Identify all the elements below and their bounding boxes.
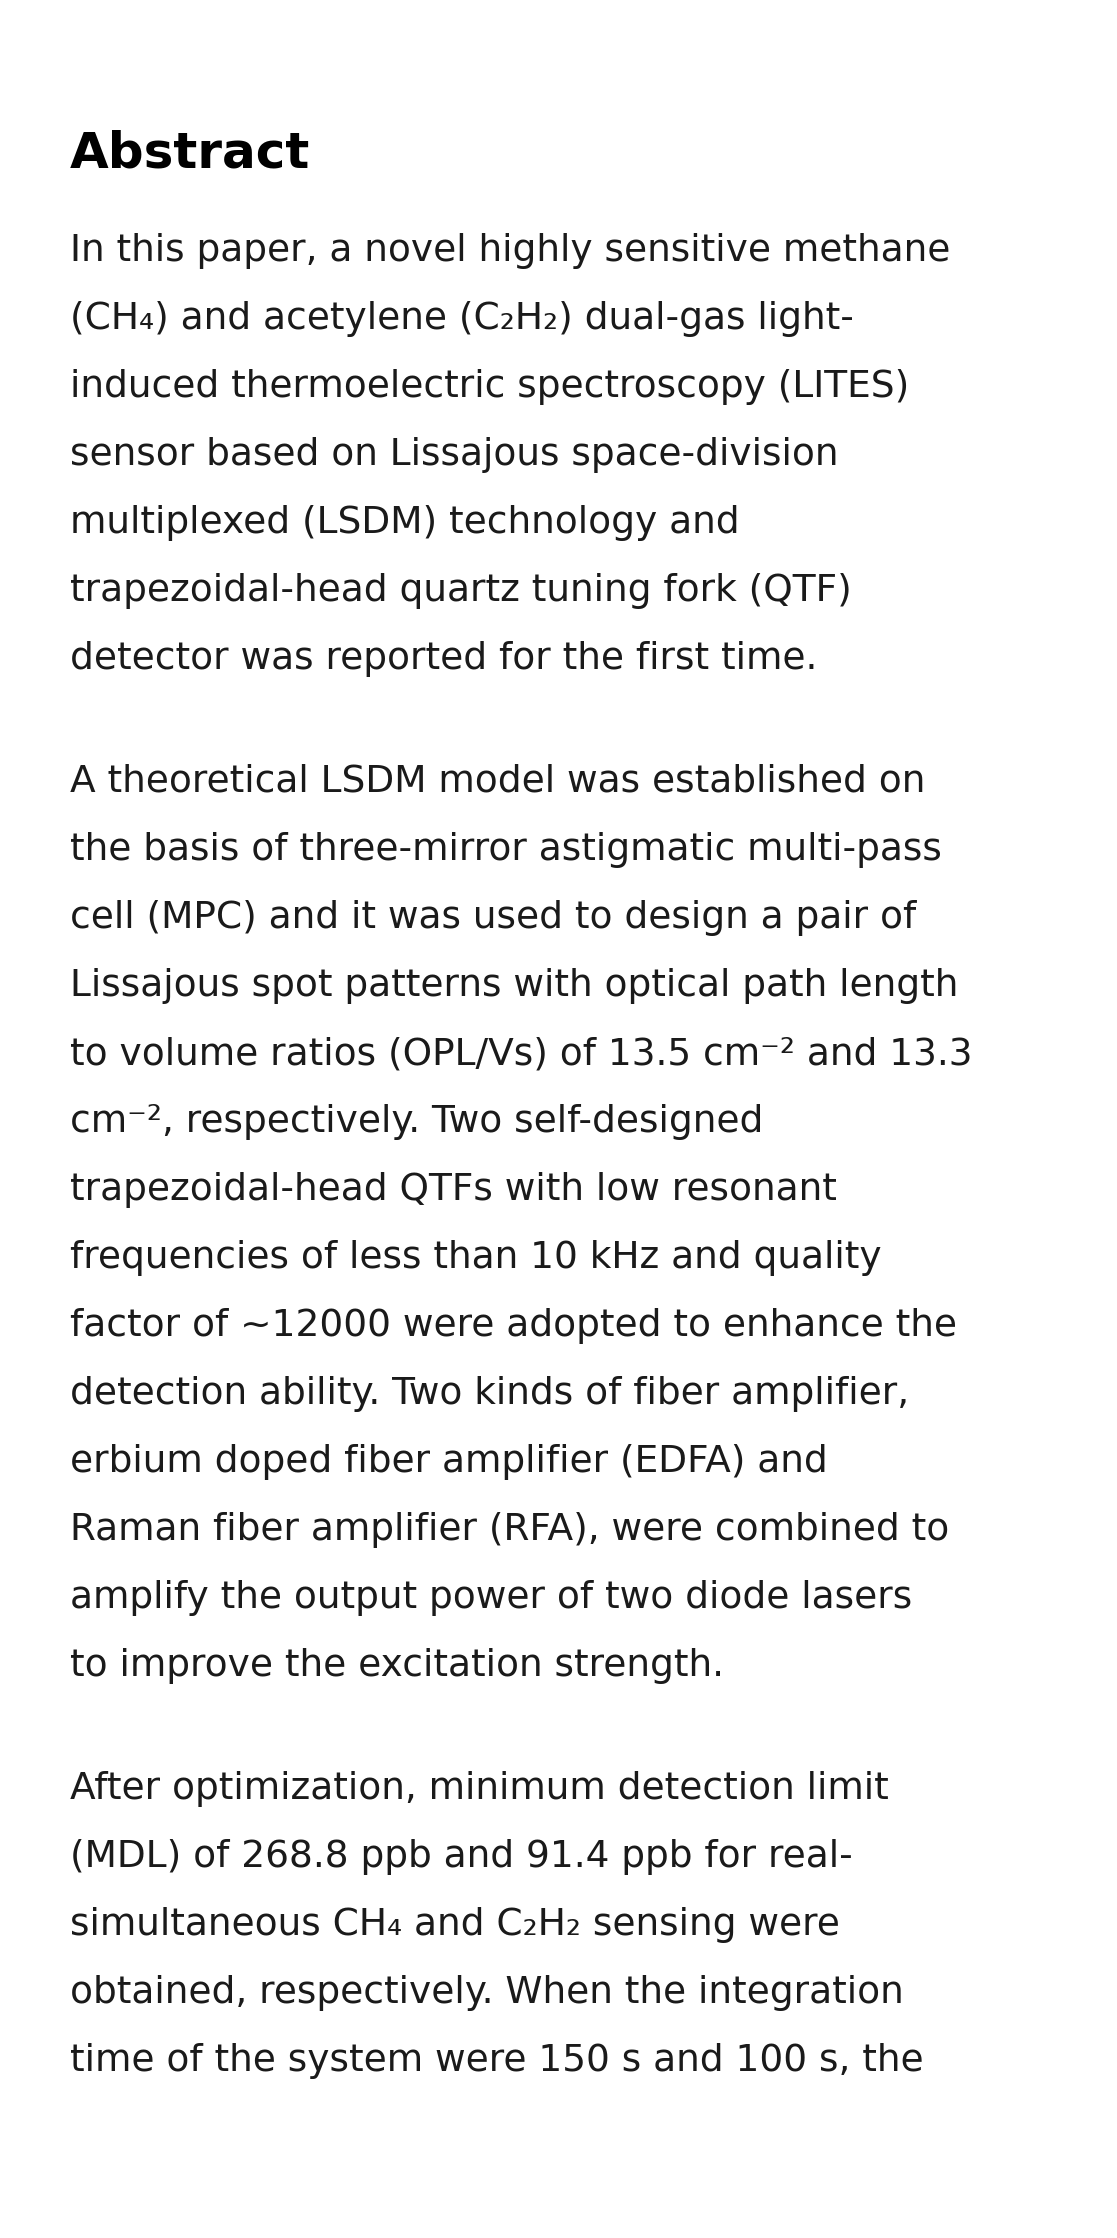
- Text: time of the system were 150 s and 100 s, the: time of the system were 150 s and 100 s,…: [70, 2043, 924, 2079]
- Text: to improve the excitation strength.: to improve the excitation strength.: [70, 1647, 724, 1683]
- Text: the basis of three-mirror astigmatic multi-pass: the basis of three-mirror astigmatic mul…: [70, 833, 942, 868]
- Text: detector was reported for the first time.: detector was reported for the first time…: [70, 640, 818, 678]
- Text: (MDL) of 268.8 ppb and 91.4 ppb for real-: (MDL) of 268.8 ppb and 91.4 ppb for real…: [70, 1840, 852, 1875]
- Text: cell (MPC) and it was used to design a pair of: cell (MPC) and it was used to design a p…: [70, 900, 916, 935]
- Text: frequencies of less than 10 kHz and quality: frequencies of less than 10 kHz and qual…: [70, 1240, 881, 1276]
- Text: (CH₄) and acetylene (C₂H₂) dual-gas light-: (CH₄) and acetylene (C₂H₂) dual-gas ligh…: [70, 300, 853, 338]
- Text: In this paper, a novel highly sensitive methane: In this paper, a novel highly sensitive …: [70, 233, 951, 269]
- Text: sensor based on Lissajous space-division: sensor based on Lissajous space-division: [70, 436, 839, 472]
- Text: trapezoidal-head quartz tuning fork (QTF): trapezoidal-head quartz tuning fork (QTF…: [70, 573, 852, 609]
- Text: After optimization, minimum detection limit: After optimization, minimum detection li…: [70, 1770, 889, 1806]
- Text: Lissajous spot patterns with optical path length: Lissajous spot patterns with optical pat…: [70, 969, 958, 1005]
- Text: induced thermoelectric spectroscopy (LITES): induced thermoelectric spectroscopy (LIT…: [70, 369, 909, 405]
- Text: obtained, respectively. When the integration: obtained, respectively. When the integra…: [70, 1974, 904, 2012]
- Text: simultaneous CH₄ and C₂H₂ sensing were: simultaneous CH₄ and C₂H₂ sensing were: [70, 1907, 840, 1943]
- Text: A theoretical LSDM model was established on: A theoretical LSDM model was established…: [70, 763, 925, 799]
- Text: Abstract: Abstract: [70, 130, 311, 179]
- Text: cm⁻², respectively. Two self-designed: cm⁻², respectively. Two self-designed: [70, 1103, 763, 1139]
- Text: factor of ~12000 were adopted to enhance the: factor of ~12000 were adopted to enhance…: [70, 1307, 957, 1345]
- Text: amplify the output power of two diode lasers: amplify the output power of two diode la…: [70, 1580, 913, 1616]
- Text: trapezoidal-head QTFs with low resonant: trapezoidal-head QTFs with low resonant: [70, 1173, 837, 1209]
- Text: to volume ratios (OPL/Vs) of 13.5 cm⁻² and 13.3: to volume ratios (OPL/Vs) of 13.5 cm⁻² a…: [70, 1036, 973, 1072]
- Text: erbium doped fiber amplifier (EDFA) and: erbium doped fiber amplifier (EDFA) and: [70, 1444, 828, 1479]
- Text: Raman fiber amplifier (RFA), were combined to: Raman fiber amplifier (RFA), were combin…: [70, 1513, 949, 1549]
- Text: multiplexed (LSDM) technology and: multiplexed (LSDM) technology and: [70, 506, 739, 542]
- Text: detection ability. Two kinds of fiber amplifier,: detection ability. Two kinds of fiber am…: [70, 1376, 909, 1412]
